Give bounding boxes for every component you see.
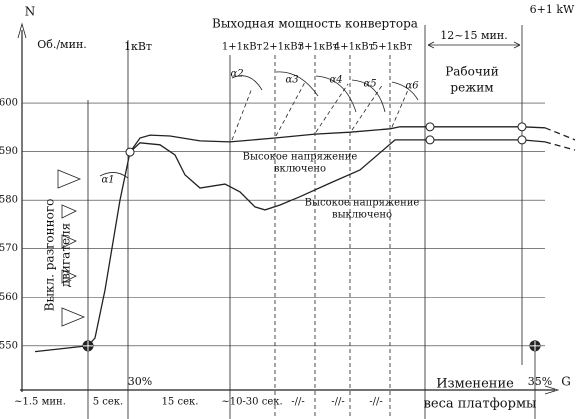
point-marker [125, 147, 135, 157]
duration-label: 15 сек. [162, 397, 199, 408]
power-label: 4+1кВт [334, 42, 375, 53]
x-axis-label: веса платформы [424, 397, 537, 412]
chart-title: Выходная мощность конвертора [212, 17, 418, 31]
x-axis-symbol: G [561, 375, 571, 389]
data-line [544, 127, 576, 141]
data-line [34, 126, 546, 353]
data-line [544, 141, 576, 151]
curve-label: включено [274, 164, 326, 175]
engine-label: двигателя [59, 223, 73, 288]
mode-label: режим [450, 81, 493, 95]
power-label: 1+1кВт [222, 42, 263, 53]
y-axis-symbol: N [25, 5, 36, 19]
y-tick-label: 590 [0, 146, 18, 157]
point-marker [517, 135, 527, 145]
percent-label: 35% [528, 375, 552, 388]
power-label: 6+1 kW [530, 3, 575, 16]
y-tick-label: 570 [0, 243, 18, 254]
curve-label: Высокое напряжение [243, 152, 358, 163]
point-marker [425, 135, 435, 145]
marker-cross [530, 340, 540, 351]
angle-label: α3 [285, 75, 298, 86]
duration-label: -//- [369, 397, 383, 408]
angle-label: α4 [329, 75, 342, 86]
duration-label: 5 сек. [93, 397, 124, 408]
power-label: 3+1кВт [298, 42, 339, 53]
power-label: 1кВт [124, 40, 152, 53]
y-tick-label: 560 [0, 292, 18, 303]
angle-label: α2 [230, 69, 243, 80]
power-label: 2+1кВт [263, 42, 304, 53]
engine-label: Выкл. разгонного [43, 199, 57, 312]
curve-label: выключено [332, 210, 392, 221]
duration-label: -//- [331, 397, 345, 408]
point-marker [517, 122, 527, 132]
x-axis-label: Изменение [436, 377, 514, 392]
mode-label: Рабочий [445, 65, 499, 79]
y-axis-label: Об./мин. [37, 38, 87, 51]
angle-label: α5 [363, 79, 376, 90]
duration-label: ~10-30 сек. [221, 397, 282, 408]
time-label: 12~15 мин. [440, 29, 507, 42]
data-line [129, 139, 546, 211]
y-tick-label: 600 [0, 98, 18, 109]
y-tick-label: 580 [0, 195, 18, 206]
duration-label: ~1.5 мин. [14, 397, 66, 408]
percent-label: 30% [128, 375, 152, 388]
duration-label: -//- [291, 397, 305, 408]
angle-label: α1 [101, 175, 114, 186]
curve-label: Высокое напряжение [305, 198, 420, 209]
marker-cross [83, 340, 93, 351]
point-marker [425, 122, 435, 132]
y-tick-label: 550 [0, 340, 18, 351]
power-label: 5+1кВт [372, 42, 413, 53]
angle-label: α6 [405, 81, 419, 92]
